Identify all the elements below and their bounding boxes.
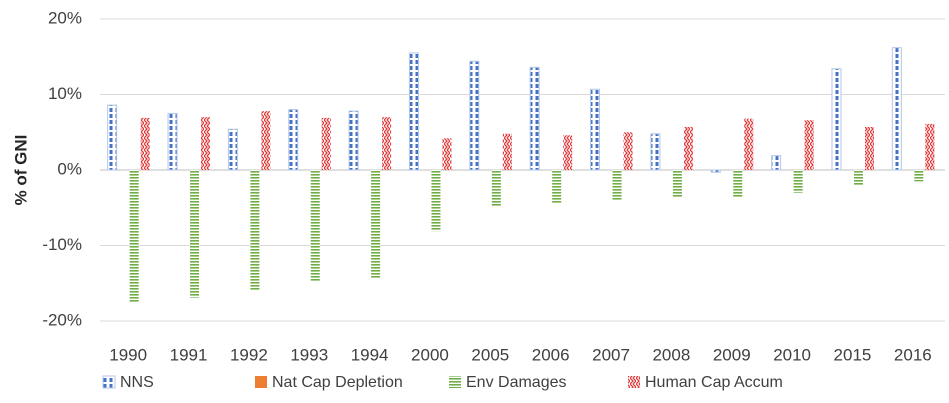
legend-label: Env Damages bbox=[466, 374, 567, 391]
bar bbox=[382, 117, 392, 170]
legend-swatch bbox=[449, 376, 461, 388]
x-tick-label: 2006 bbox=[532, 345, 570, 364]
bar bbox=[408, 52, 419, 171]
y-tick-label: -20% bbox=[42, 310, 82, 329]
bar bbox=[129, 170, 139, 303]
bar bbox=[190, 170, 200, 298]
x-tick-label: 2009 bbox=[713, 345, 751, 364]
bar bbox=[563, 135, 573, 170]
bar bbox=[491, 170, 501, 207]
bar bbox=[744, 118, 754, 170]
bar bbox=[107, 104, 118, 171]
x-tick-label: 2015 bbox=[834, 345, 872, 364]
bar bbox=[590, 88, 601, 171]
x-tick-label: 2008 bbox=[652, 345, 690, 364]
bar bbox=[891, 47, 902, 171]
bar bbox=[710, 169, 721, 173]
bar bbox=[201, 117, 211, 170]
bar bbox=[469, 60, 480, 171]
legend-swatch bbox=[102, 375, 116, 389]
bar bbox=[672, 170, 682, 198]
y-tick-label: 20% bbox=[48, 8, 82, 27]
bar bbox=[502, 133, 512, 170]
bar bbox=[733, 170, 743, 198]
x-tick-label: 2005 bbox=[471, 345, 509, 364]
bar bbox=[321, 117, 331, 170]
bar bbox=[288, 109, 299, 171]
bar bbox=[864, 126, 874, 170]
y-tick-label: 10% bbox=[48, 84, 82, 103]
x-tick-label: 1990 bbox=[109, 345, 147, 364]
x-tick-label: 1993 bbox=[290, 345, 328, 364]
bar bbox=[552, 170, 562, 204]
x-tick-label: 1994 bbox=[351, 345, 389, 364]
bar bbox=[348, 110, 359, 171]
bar bbox=[793, 170, 803, 193]
bar bbox=[140, 117, 150, 170]
bar bbox=[683, 126, 693, 170]
bar bbox=[261, 111, 271, 170]
y-axis-title: % of GNI bbox=[11, 135, 30, 206]
bar bbox=[650, 133, 661, 171]
bar bbox=[371, 170, 381, 278]
bar bbox=[612, 170, 622, 201]
bar bbox=[167, 112, 178, 171]
x-tick-label: 1992 bbox=[230, 345, 268, 364]
bar bbox=[831, 68, 842, 171]
x-tick-label: 1991 bbox=[170, 345, 208, 364]
x-tick-label: 2007 bbox=[592, 345, 630, 364]
legend-swatch bbox=[628, 376, 640, 388]
x-tick-label: 2000 bbox=[411, 345, 449, 364]
legend-label: Human Cap Accum bbox=[645, 374, 783, 391]
bar bbox=[925, 123, 935, 170]
bar bbox=[853, 170, 863, 186]
bar bbox=[227, 128, 238, 171]
x-tick-label: 2010 bbox=[773, 345, 811, 364]
bar bbox=[310, 170, 320, 282]
bar bbox=[529, 66, 540, 171]
bar bbox=[431, 170, 441, 232]
bar bbox=[914, 170, 924, 182]
bar bbox=[804, 120, 814, 170]
legend-swatch bbox=[255, 376, 267, 388]
bar bbox=[442, 138, 452, 170]
legend-label: Nat Cap Depletion bbox=[272, 374, 403, 391]
y-tick-label: 0% bbox=[57, 159, 82, 178]
x-tick-label: 2016 bbox=[894, 345, 932, 364]
bar bbox=[623, 132, 633, 170]
legend-label: NNS bbox=[120, 374, 154, 391]
bar bbox=[771, 155, 782, 171]
y-tick-label: -10% bbox=[42, 235, 82, 254]
bar bbox=[250, 170, 260, 291]
